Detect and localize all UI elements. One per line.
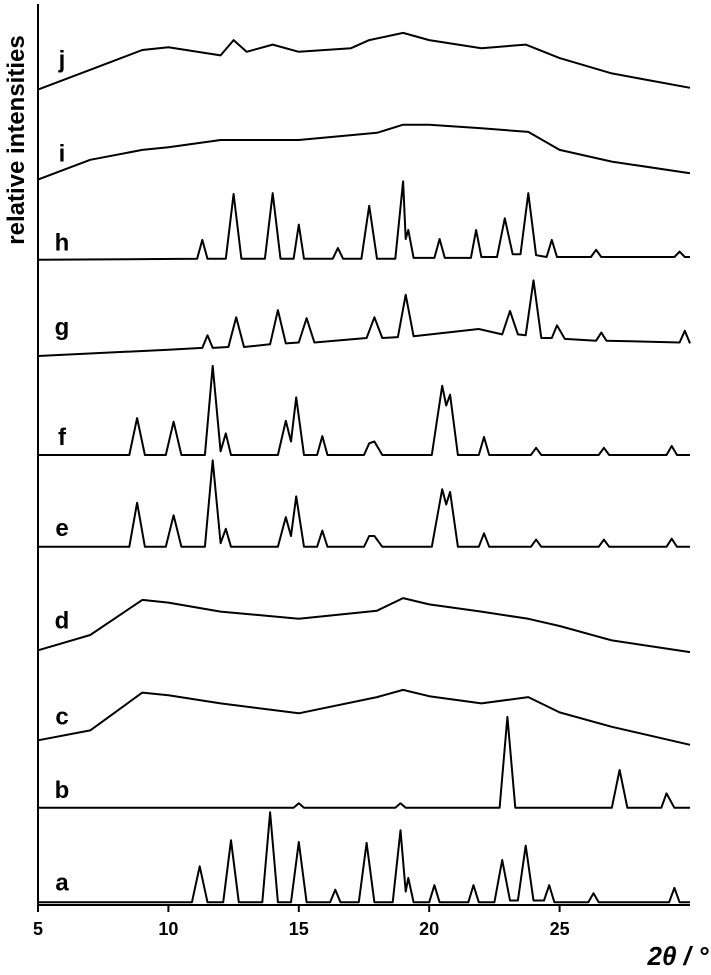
trace-label: e <box>55 515 68 542</box>
trace-label: j <box>58 47 66 74</box>
x-tick-label: 25 <box>550 919 570 939</box>
trace <box>38 459 690 548</box>
trace-label: b <box>55 777 70 804</box>
trace <box>37 279 691 357</box>
trace <box>37 180 690 261</box>
trace <box>37 31 691 91</box>
trace <box>37 123 691 181</box>
y-axis-label: relative intensities <box>3 35 30 244</box>
trace-label: d <box>55 607 70 634</box>
trace <box>38 364 690 456</box>
x-tick-label: 5 <box>33 919 43 939</box>
trace-label: a <box>55 869 69 896</box>
trace-label: i <box>59 141 66 168</box>
x-axis-label: 2θ / ° <box>646 941 709 971</box>
trace-label: c <box>55 703 68 730</box>
trace <box>38 715 690 809</box>
trace <box>37 597 691 654</box>
trace <box>37 688 691 746</box>
x-tick-label: 20 <box>419 919 439 939</box>
trace-label: f <box>58 424 67 451</box>
trace <box>38 811 690 904</box>
x-tick-label: 15 <box>289 919 309 939</box>
x-tick-label: 10 <box>158 919 178 939</box>
trace-label: h <box>55 230 70 257</box>
trace-label: g <box>55 314 70 341</box>
